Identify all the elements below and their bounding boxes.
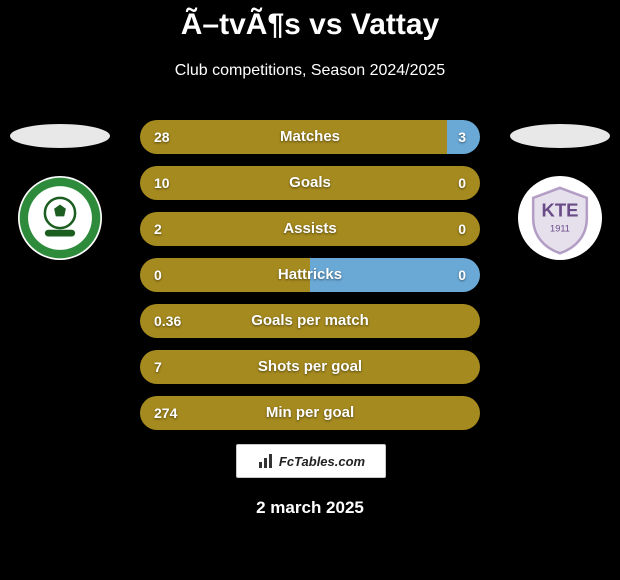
right-ellipse: [510, 124, 610, 148]
chart-icon: [257, 452, 275, 470]
brand-badge: FcTables.com: [236, 444, 386, 478]
stat-seg-right: [310, 258, 480, 292]
stat-row: 00Hattricks: [140, 258, 480, 292]
right-team-logo: KTE 1911: [518, 176, 602, 260]
right-team-logo-svg: KTE 1911: [518, 176, 602, 260]
right-logo-year: 1911: [550, 223, 570, 233]
stat-row: 20Assists: [140, 212, 480, 246]
stats-bars: 283Matches 100Goals 20Assists 00Hattricks 0.…: [140, 120, 480, 442]
stat-row: 7Shots per goal: [140, 350, 480, 384]
left-team-logo-svg: [18, 176, 102, 260]
stat-seg-left: [140, 212, 480, 246]
stat-row: 274Min per goal: [140, 396, 480, 430]
stat-seg-right: [447, 120, 480, 154]
right-team-block: KTE 1911: [510, 100, 610, 300]
right-logo-text: KTE: [542, 199, 579, 220]
stat-row: 0.36Goals per match: [140, 304, 480, 338]
page-subtitle: Club competitions, Season 2024/2025: [0, 62, 620, 80]
root: Ã–tvÃ¶s vs Vattay Club competitions, Sea…: [0, 0, 620, 580]
stat-row: 283Matches: [140, 120, 480, 154]
left-ellipse: [10, 124, 110, 148]
date-label: 2 march 2025: [0, 498, 620, 518]
stat-seg-left: [140, 120, 447, 154]
stat-seg-left: [140, 350, 480, 384]
stat-seg-left: [140, 396, 480, 430]
brand-text: FcTables.com: [279, 454, 365, 469]
left-team-logo: [18, 176, 102, 260]
stat-seg-left: [140, 304, 480, 338]
stat-seg-left: [140, 258, 310, 292]
stat-seg-left: [140, 166, 480, 200]
stat-row: 100Goals: [140, 166, 480, 200]
left-team-block: [10, 100, 110, 300]
page-title: Ã–tvÃ¶s vs Vattay: [0, 8, 620, 42]
